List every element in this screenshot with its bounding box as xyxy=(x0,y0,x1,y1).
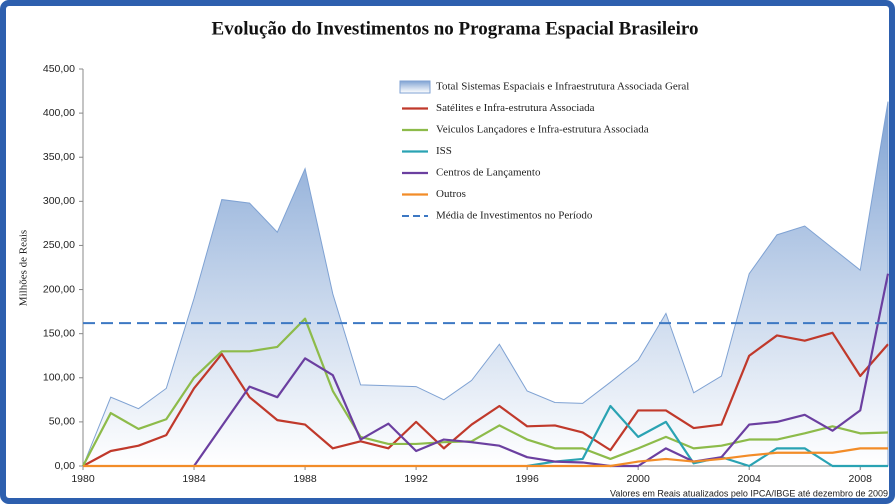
y-tick-label: 100,00 xyxy=(43,372,75,384)
y-tick-label: 50,00 xyxy=(49,416,75,428)
x-tick-label: 1980 xyxy=(71,473,95,485)
y-tick-label: 150,00 xyxy=(43,327,75,339)
line xyxy=(83,447,888,468)
legend-label: Outros xyxy=(436,188,466,200)
x-tick-label: 1996 xyxy=(515,473,539,485)
legend-label: Média de Investimentos no Período xyxy=(436,210,593,222)
x-tick-label: 2000 xyxy=(626,473,650,485)
x-tick-label: 2004 xyxy=(738,473,762,485)
footnote: Valores em Reais atualizados pelo IPCA/I… xyxy=(610,488,888,498)
legend-label: Total Sistemas Espaciais e Infraestrutur… xyxy=(436,81,689,93)
y-tick-label: 200,00 xyxy=(43,283,75,295)
y-tick-label: 350,00 xyxy=(43,151,75,163)
y-tick-label: 400,00 xyxy=(43,107,75,119)
y-axis-label: Milhões de Reais xyxy=(18,230,30,306)
x-tick-label: 1988 xyxy=(293,473,317,485)
y-tick-label: 450,00 xyxy=(43,63,75,75)
y-tick-label: 300,00 xyxy=(43,195,75,207)
legend-label: Satélites e Infra-estrutura Associada xyxy=(436,102,595,114)
area xyxy=(82,101,889,467)
legend-label: ISS xyxy=(436,145,452,157)
line xyxy=(82,331,889,467)
legend-swatch xyxy=(399,80,431,94)
x-tick-label: 1984 xyxy=(182,473,206,485)
y-tick-label: 0,00 xyxy=(55,460,76,472)
x-tick-label: 2008 xyxy=(849,473,873,485)
y-tick-label: 250,00 xyxy=(43,239,75,251)
chart-title: Evolução do Investimentos no Programa Es… xyxy=(212,18,699,39)
legend-label: Centros de Lançamento xyxy=(436,167,541,179)
legend-label: Veiculos Lançadores e Infra-estrutura As… xyxy=(436,124,649,136)
line xyxy=(193,273,890,468)
line xyxy=(82,317,889,467)
x-tick-label: 1992 xyxy=(404,473,428,485)
